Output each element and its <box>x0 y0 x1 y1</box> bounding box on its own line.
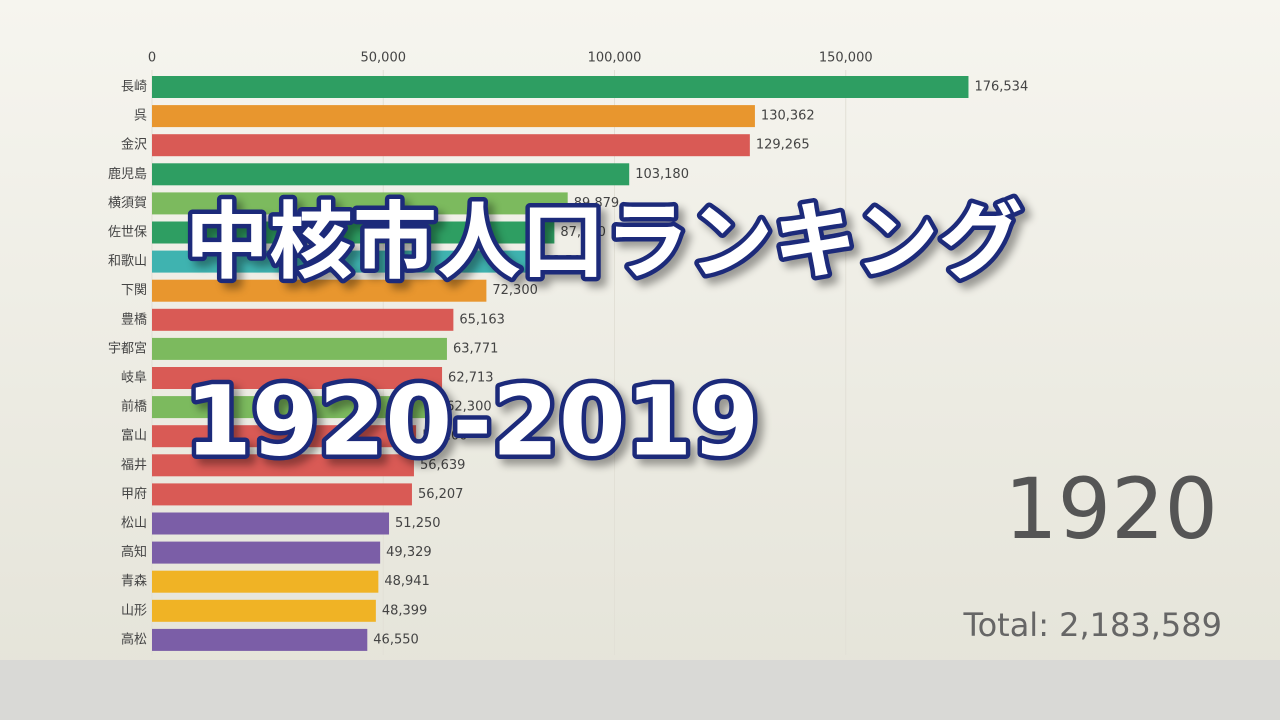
y-tick-label: 高松 <box>121 631 147 647</box>
bar <box>152 570 379 593</box>
bar <box>152 105 755 128</box>
y-tick-label: 佐世保 <box>108 225 147 240</box>
bar <box>152 396 441 419</box>
bar <box>152 337 447 360</box>
x-tick-label: 100,000 <box>588 51 642 66</box>
value-label: 57,100 <box>422 429 468 444</box>
y-tick-label: 横須賀 <box>108 196 147 211</box>
value-label: 103,180 <box>635 167 689 182</box>
bar <box>152 134 750 157</box>
y-tick-label: 長崎 <box>121 80 147 95</box>
year-label: 1920 <box>1004 460 1218 558</box>
value-label: 62,713 <box>448 371 494 386</box>
value-label: 129,265 <box>756 138 810 153</box>
value-label: 63,771 <box>453 341 499 356</box>
bar <box>152 512 390 535</box>
value-label: 51,250 <box>395 516 441 531</box>
total-label: Total: 2,183,589 <box>962 606 1222 644</box>
value-label: 89,879 <box>574 196 620 211</box>
y-tick-label: 松山 <box>121 516 147 531</box>
bar <box>152 599 376 622</box>
y-tick-label: 高知 <box>121 544 147 560</box>
value-label: 65,163 <box>459 312 505 327</box>
value-label: 62,300 <box>446 400 492 415</box>
x-tick-label: 50,000 <box>361 51 407 66</box>
y-tick-label: 前橋 <box>121 399 147 415</box>
x-tick-label: 0 <box>148 51 156 66</box>
bar <box>152 425 417 448</box>
overlay-subtitle: 1920-2019 <box>185 365 759 477</box>
value-label: 83,500 <box>544 254 590 269</box>
y-tick-label: 山形 <box>121 603 147 618</box>
value-label: 176,534 <box>974 80 1028 95</box>
overlay-title: 中核市人口ランキング <box>185 193 1022 291</box>
y-tick-label: 宇都宮 <box>108 340 147 356</box>
y-tick-label: 和歌山 <box>108 254 147 269</box>
y-tick-label: 豊橋 <box>121 312 147 327</box>
bar <box>152 279 487 302</box>
x-tick-label: 150,000 <box>819 51 873 66</box>
y-tick-label: 青森 <box>121 574 147 589</box>
bar <box>152 221 555 244</box>
bar <box>152 250 539 273</box>
bar <box>152 163 630 186</box>
value-label: 72,300 <box>492 283 538 298</box>
bar <box>152 308 454 331</box>
value-label: 56,207 <box>418 487 464 502</box>
value-label: 56,639 <box>420 458 466 473</box>
value-label: 130,362 <box>761 109 815 124</box>
y-tick-label: 鹿児島 <box>108 166 147 182</box>
bar <box>152 541 381 564</box>
y-tick-label: 甲府 <box>121 487 147 502</box>
value-label: 48,399 <box>382 603 428 618</box>
bar <box>152 192 568 215</box>
value-label: 46,550 <box>373 632 419 647</box>
value-label: 87,000 <box>560 225 606 240</box>
bar <box>152 76 969 98</box>
y-tick-label: 富山 <box>121 428 147 444</box>
y-tick-label: 呉 <box>134 109 147 124</box>
footer-band <box>0 660 1280 720</box>
y-tick-label: 下関 <box>121 283 147 298</box>
y-tick-label: 金沢 <box>121 137 147 153</box>
value-label: 48,941 <box>384 574 430 589</box>
value-label: 49,329 <box>386 545 432 560</box>
bar <box>152 367 443 389</box>
y-tick-label: 福井 <box>121 458 147 473</box>
bar <box>152 628 368 651</box>
y-tick-label: 岐阜 <box>121 370 147 386</box>
bar <box>152 483 412 506</box>
bar <box>152 454 414 477</box>
